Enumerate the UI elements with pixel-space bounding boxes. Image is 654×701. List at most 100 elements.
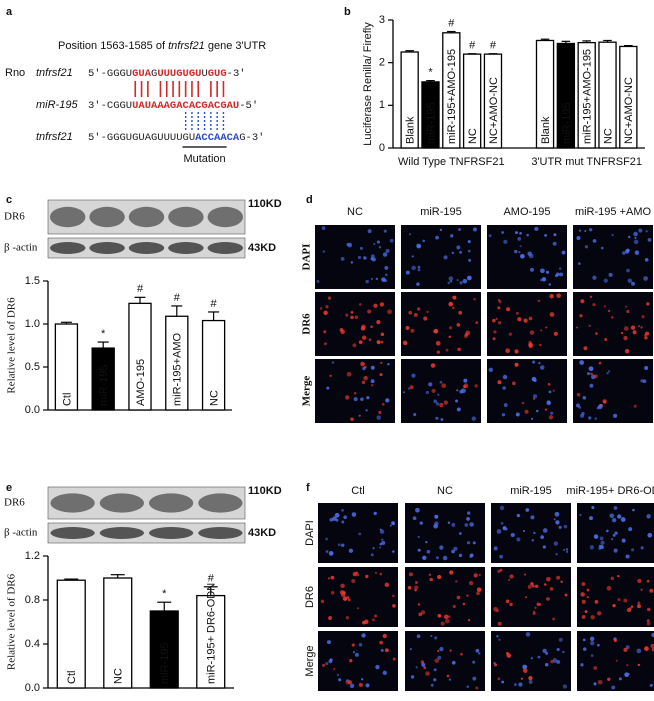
significance-mark: #	[211, 298, 218, 310]
micrograph	[401, 292, 481, 356]
cell	[537, 299, 541, 303]
cell	[323, 330, 327, 334]
cell	[358, 414, 361, 417]
cell	[506, 307, 511, 312]
micrograph	[577, 567, 654, 627]
cell	[316, 279, 320, 283]
cell	[590, 654, 594, 657]
panel-letter: f	[306, 482, 310, 494]
cell	[501, 231, 505, 234]
bar	[56, 579, 86, 689]
cell	[462, 278, 468, 284]
cell	[360, 397, 364, 401]
cell	[517, 317, 522, 322]
significance-mark: *	[101, 328, 106, 340]
blot-band	[50, 527, 95, 539]
cell	[588, 324, 591, 327]
cell	[498, 300, 502, 304]
cell	[522, 529, 526, 533]
cell	[508, 332, 513, 336]
panel-letter: b	[344, 6, 351, 18]
cell	[417, 603, 421, 606]
cell	[646, 579, 650, 583]
cell	[472, 541, 476, 545]
cell	[474, 384, 478, 388]
cell	[651, 647, 654, 652]
blot-band	[99, 527, 145, 539]
cell	[457, 347, 461, 352]
cell	[582, 396, 587, 400]
cell	[366, 396, 370, 400]
cell	[413, 413, 417, 417]
cell	[579, 413, 585, 418]
cell	[459, 281, 463, 285]
cell	[392, 604, 396, 608]
row-label: DR6	[304, 586, 316, 608]
cell	[374, 614, 378, 618]
cell	[323, 342, 327, 346]
cell	[418, 612, 423, 617]
cell	[447, 281, 451, 285]
cell	[375, 277, 378, 281]
cell	[380, 332, 385, 337]
category-label: NC	[113, 668, 125, 684]
cell	[451, 522, 456, 527]
cell	[326, 386, 330, 390]
cell	[389, 524, 392, 527]
cell	[370, 325, 373, 329]
cell	[532, 394, 538, 399]
cell	[553, 541, 559, 546]
cell	[383, 229, 387, 233]
cell	[591, 506, 595, 510]
sequence-segment: -5'	[239, 100, 258, 112]
row-label: DAPI	[301, 244, 313, 271]
cell	[532, 360, 536, 364]
cell	[505, 599, 510, 604]
cell	[651, 632, 654, 638]
cell	[365, 683, 370, 688]
cell	[466, 517, 470, 521]
cell	[548, 390, 552, 394]
cell	[516, 513, 520, 518]
cell	[409, 385, 414, 390]
mutation-label: Mutation	[183, 153, 225, 165]
blot-band	[49, 206, 86, 228]
cell	[414, 585, 419, 590]
cell	[592, 275, 597, 280]
cell	[576, 235, 581, 241]
cell	[382, 633, 387, 639]
cell	[580, 663, 584, 667]
sequence: 3'-CGGUUAUAAAGACACGACGAU-5'	[88, 100, 258, 112]
cell	[340, 329, 345, 334]
bar	[483, 53, 503, 149]
cell	[509, 574, 514, 579]
cell	[328, 551, 334, 556]
cell	[321, 226, 326, 230]
cell	[380, 361, 383, 364]
cell	[353, 397, 358, 402]
cell	[449, 649, 452, 652]
cell	[553, 518, 556, 521]
sequence-segment: GUA	[132, 68, 152, 80]
bar	[149, 610, 179, 689]
cell	[444, 618, 450, 624]
cell	[540, 329, 543, 332]
cell	[350, 315, 354, 320]
cell	[437, 613, 442, 618]
cell	[646, 302, 650, 306]
cell	[434, 514, 439, 519]
cell	[518, 251, 521, 254]
cell	[341, 520, 345, 524]
cell	[355, 572, 360, 577]
cell	[467, 618, 471, 622]
cell	[323, 310, 328, 316]
cell	[545, 651, 549, 655]
cell	[581, 582, 586, 587]
cell	[414, 580, 418, 584]
sequence-segment: 5'-GGGUGUAGUUUUGU	[88, 132, 195, 144]
cell	[592, 303, 596, 307]
blot-band	[49, 242, 86, 254]
cell	[644, 335, 648, 340]
cell	[448, 335, 451, 339]
cell	[625, 645, 630, 650]
